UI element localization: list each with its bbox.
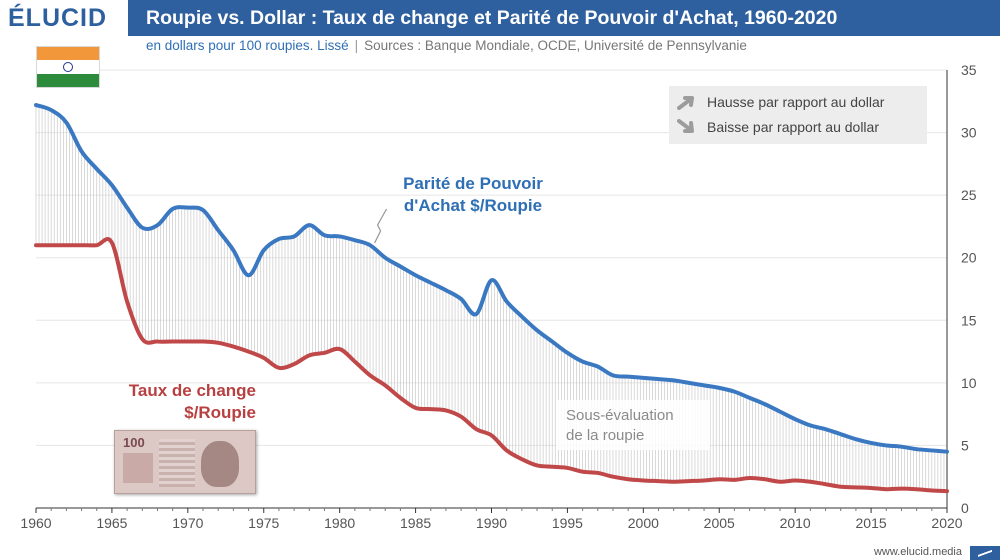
fx-label-line2: $/Roupie	[184, 403, 256, 422]
chart-series	[34, 103, 949, 494]
ppp-label-line2: d'Achat $/Roupie	[403, 196, 543, 215]
undervaluation-hatching	[35, 105, 948, 492]
subtitle-separator: |	[354, 38, 359, 53]
y-tick-label: 15	[961, 312, 977, 328]
fx-label-line1: Taux de change	[128, 381, 256, 400]
ppp-series-label: Parité de Pouvoir d'Achat $/Roupie	[380, 173, 566, 217]
y-tick-label: 0	[961, 500, 969, 516]
legend: Hausse par rapport au dollar Baisse par …	[669, 86, 927, 144]
arrow-up-icon	[677, 96, 694, 110]
banknote-denomination: 100	[123, 435, 145, 450]
footer-logo-mark	[970, 546, 1000, 560]
y-tick-label: 30	[961, 125, 977, 141]
y-tick-label: 5	[961, 437, 969, 453]
x-tick-label: 1995	[552, 515, 583, 531]
x-tick-label: 2000	[628, 515, 659, 531]
banknote-watermark	[123, 453, 153, 483]
chart-title: Roupie vs. Dollar : Taux de change et Pa…	[146, 7, 838, 29]
ppp-callout	[374, 208, 388, 244]
flag-saffron-band	[37, 47, 99, 61]
y-tick-label: 35	[961, 62, 977, 78]
chart-axes: 0 5 10 15 20 25 30 35 1960 1965 1970 1975 1980 1985 19…	[20, 62, 976, 531]
banknote-pattern	[159, 439, 195, 487]
x-tick-label: 1965	[96, 515, 127, 531]
undervaluation-note-text: Sous-évaluation de la roupie	[566, 406, 674, 446]
x-tick-label: 1960	[20, 515, 51, 531]
header-bar: ÉLUCID Roupie vs. Dollar : Taux de chang…	[0, 0, 1000, 36]
ppp-label-line1: Parité de Pouvoir	[403, 174, 543, 193]
banknote-portrait	[201, 441, 239, 487]
legend-item-up: Hausse par rapport au dollar	[677, 91, 884, 113]
flag-green-band	[37, 73, 99, 87]
flag-chakra-icon	[63, 61, 73, 72]
x-tick-label: 1975	[248, 515, 279, 531]
x-tick-label: 1990	[476, 515, 507, 531]
legend-item-down: Baisse par rapport au dollar	[677, 116, 879, 138]
x-tick-label: 1980	[324, 515, 355, 531]
ppp-callout-line	[374, 208, 388, 244]
chart-subtitle: en dollars pour 100 roupies. Lissé | Sourc…	[146, 38, 747, 53]
undervaluation-note: Sous-évaluation de la roupie	[556, 400, 710, 450]
x-tick-label: 1970	[172, 515, 203, 531]
legend-up-label: Hausse par rapport au dollar	[707, 94, 885, 110]
x-tick-label: 2020	[931, 515, 962, 531]
x-tick-label: 2005	[704, 515, 735, 531]
y-tick-label: 25	[961, 187, 977, 203]
subtitle-sources: Sources : Banque Mondiale, OCDE, Univers…	[364, 38, 747, 53]
x-tick-label: 2010	[780, 515, 811, 531]
arrow-down-icon	[677, 119, 694, 133]
note-line1: Sous-évaluation	[566, 407, 674, 424]
y-tick-label: 10	[961, 375, 977, 391]
subtitle-unit: en dollars pour 100 roupies. Lissé	[146, 38, 349, 53]
rupee-banknote-image: 100	[114, 430, 256, 494]
ppp-series-line	[34, 103, 949, 454]
flag-white-band	[37, 60, 99, 74]
x-tick-label: 2015	[856, 515, 887, 531]
x-tick-label: 1985	[400, 515, 431, 531]
elucid-logo: ÉLUCID	[0, 0, 128, 36]
legend-down-label: Baisse par rapport au dollar	[707, 119, 879, 135]
india-flag-icon	[36, 46, 100, 88]
footer-url: www.elucid.media	[873, 546, 962, 558]
fx-series-line	[34, 237, 949, 494]
y-tick-label: 20	[961, 250, 977, 266]
fx-series-label: Taux de change $/Roupie	[60, 380, 256, 424]
note-line2: de la roupie	[566, 427, 645, 444]
